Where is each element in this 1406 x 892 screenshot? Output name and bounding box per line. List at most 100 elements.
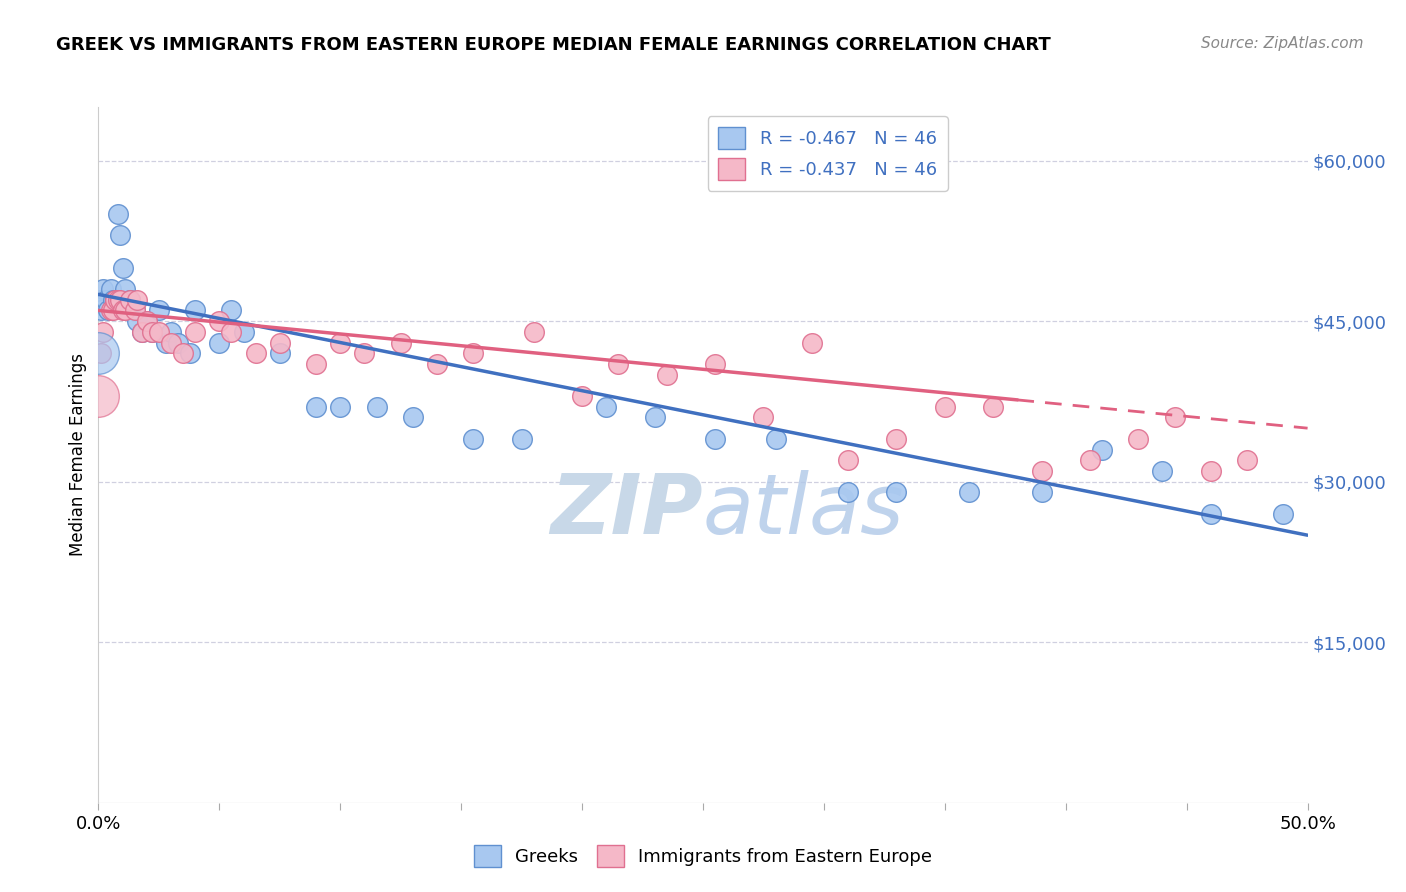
Point (305, 400, 328, 414)
Point (104, 293, 127, 307)
Point (752, 410, 775, 425)
Point (1031, 464, 1053, 478)
Point (90, 346, 112, 360)
Point (91, 325, 114, 339)
Point (389, 335, 412, 350)
Point (837, 485, 859, 500)
Point (523, 325, 546, 339)
Point (172, 346, 194, 360)
Point (644, 410, 666, 425)
Point (595, 400, 617, 414)
Point (1091, 442, 1114, 457)
Point (118, 293, 141, 307)
Point (765, 432, 787, 446)
Point (87, 346, 110, 360)
Point (957, 485, 980, 500)
Point (127, 293, 149, 307)
Text: atlas: atlas (703, 470, 904, 551)
Point (655, 368, 678, 382)
Point (329, 335, 352, 350)
Point (1199, 464, 1222, 478)
Y-axis label: Median Female Earnings: Median Female Earnings (69, 353, 87, 557)
Point (141, 325, 163, 339)
Point (101, 303, 124, 318)
Legend: R = -0.467   N = 46, R = -0.437   N = 46: R = -0.467 N = 46, R = -0.437 N = 46 (707, 116, 948, 191)
Point (94, 293, 117, 307)
Point (160, 325, 183, 339)
Point (107, 293, 129, 307)
Point (1272, 507, 1295, 521)
Point (704, 432, 727, 446)
Point (886, 432, 908, 446)
Point (114, 303, 136, 318)
Point (124, 303, 146, 318)
Point (100, 282, 122, 296)
Point (141, 325, 163, 339)
Point (886, 485, 908, 500)
Point (111, 260, 134, 275)
Point (1031, 485, 1053, 500)
Point (108, 228, 131, 243)
Point (208, 314, 231, 328)
Point (269, 335, 291, 350)
Point (131, 325, 153, 339)
Point (114, 282, 136, 296)
Point (90, 303, 112, 318)
Point (837, 453, 859, 467)
Point (353, 346, 375, 360)
Point (135, 314, 157, 328)
Point (91, 282, 114, 296)
Point (981, 400, 1004, 414)
Point (208, 335, 231, 350)
Point (160, 335, 183, 350)
Point (155, 335, 177, 350)
Point (90, 293, 112, 307)
Text: ZIP: ZIP (550, 470, 703, 551)
Point (329, 400, 352, 414)
Point (934, 400, 956, 414)
Point (148, 303, 170, 318)
Point (221, 303, 243, 318)
Text: Source: ZipAtlas.com: Source: ZipAtlas.com (1201, 36, 1364, 51)
Point (1152, 464, 1174, 478)
Point (101, 293, 124, 307)
Point (800, 335, 823, 350)
Point (107, 207, 129, 221)
Point (571, 389, 593, 403)
Point (463, 346, 485, 360)
Point (402, 410, 425, 425)
Point (1236, 453, 1258, 467)
Point (426, 357, 449, 371)
Point (97, 303, 120, 318)
Point (179, 346, 201, 360)
Point (607, 357, 630, 371)
Point (510, 432, 533, 446)
Point (135, 314, 157, 328)
Point (1128, 432, 1150, 446)
Point (463, 432, 485, 446)
Point (87, 389, 110, 403)
Point (104, 293, 127, 307)
Text: GREEK VS IMMIGRANTS FROM EASTERN EUROPE MEDIAN FEMALE EARNINGS CORRELATION CHART: GREEK VS IMMIGRANTS FROM EASTERN EUROPE … (56, 36, 1052, 54)
Point (1199, 507, 1222, 521)
Point (1078, 453, 1101, 467)
Point (305, 357, 328, 371)
Legend: Greeks, Immigrants from Eastern Europe: Greeks, Immigrants from Eastern Europe (467, 838, 939, 874)
Point (100, 303, 122, 318)
Point (111, 303, 134, 318)
Point (124, 303, 146, 318)
Point (221, 325, 243, 339)
Point (269, 346, 291, 360)
Point (366, 400, 388, 414)
Point (184, 325, 207, 339)
Point (232, 325, 254, 339)
Point (118, 293, 141, 307)
Point (127, 314, 149, 328)
Point (148, 325, 170, 339)
Point (184, 303, 207, 318)
Point (704, 357, 727, 371)
Point (245, 346, 267, 360)
Point (108, 293, 131, 307)
Point (167, 335, 190, 350)
Point (131, 325, 153, 339)
